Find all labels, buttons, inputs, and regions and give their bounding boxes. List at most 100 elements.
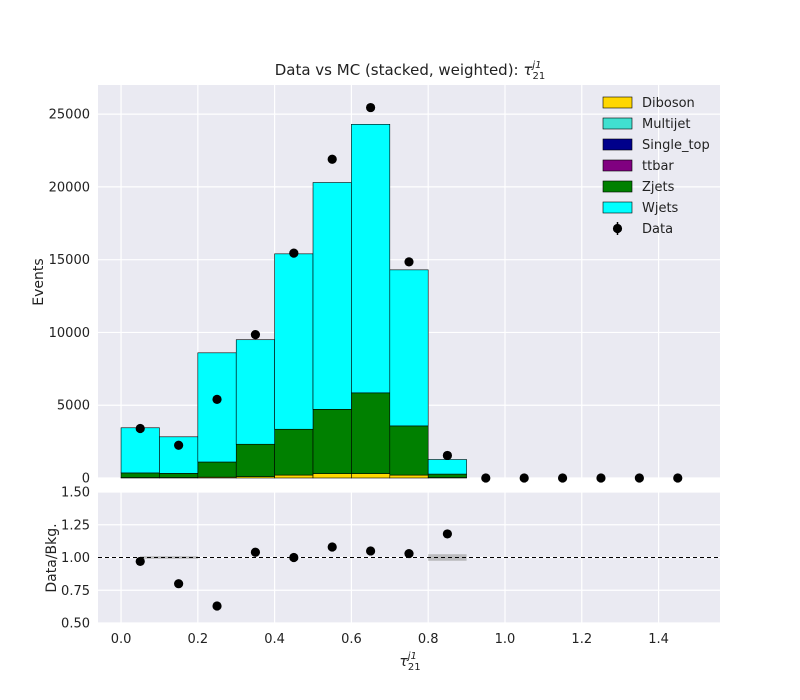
main-y-tick-label: 5000 — [57, 399, 90, 414]
chart-title-math: τ — [523, 61, 533, 79]
data-point — [289, 248, 299, 258]
bar-series-zjets — [120, 392, 467, 478]
x-axis-label-sup: j1 — [406, 651, 417, 662]
ratio-point — [212, 601, 222, 611]
ratio-y-tick-label: 0.50 — [61, 617, 90, 632]
data-point — [135, 423, 145, 434]
data-point — [442, 450, 452, 461]
ratio-point — [289, 552, 299, 563]
ratio-y-tick-label: 0.75 — [61, 584, 90, 599]
ratio-y-tick-label: 1.00 — [61, 551, 90, 566]
main-y-axis-label: Events — [31, 258, 47, 305]
bar-wjets — [120, 427, 160, 474]
legend-swatch-zjets — [602, 180, 633, 193]
bar-zjets — [159, 473, 199, 478]
data-point — [596, 473, 606, 483]
legend-swatch-single_top — [602, 138, 633, 151]
x-axis-label-sub: 21 — [408, 662, 421, 673]
legend-marker-data — [612, 223, 623, 234]
legend-label-single_top: Single_top — [642, 138, 710, 153]
x-tick-label: 1.4 — [648, 632, 669, 647]
bar-wjets — [427, 459, 467, 475]
bar-zjets — [389, 425, 429, 476]
main-bars — [120, 124, 467, 479]
ratio-x-tick-labels: 0.0 0.2 0.4 0.6 0.8 1.0 1.2 1.4 — [111, 632, 669, 647]
ratio-point — [366, 546, 376, 556]
legend-swatch-wjets — [602, 201, 633, 214]
x-axis-label-math: τ — [399, 654, 408, 670]
main-y-tick-labels: 0 5000 10000 15000 20000 25000 — [49, 108, 90, 487]
ratio-panel: 0.50 0.75 1.00 1.25 1.50 0.0 0.2 0.4 0.6 0.8 1.0 1… — [44, 486, 720, 673]
ratio-point — [135, 556, 145, 567]
data-point — [174, 440, 184, 450]
data-point — [404, 257, 414, 267]
legend-label-data: Data — [642, 222, 673, 237]
bar-diboson — [351, 473, 391, 479]
ratio-y-tick-labels: 0.50 0.75 1.00 1.25 1.50 — [61, 486, 90, 632]
legend-swatch-diboson — [602, 96, 633, 109]
bar-wjets — [351, 124, 391, 394]
bar-zjets — [427, 473, 467, 478]
legend-label-wjets: Wjets — [642, 201, 679, 216]
legend-label-diboson: Diboson — [642, 96, 695, 111]
bar-wjets — [197, 352, 237, 463]
main-y-tick-label: 25000 — [49, 108, 90, 123]
ratio-point — [250, 547, 261, 557]
main-y-tick-label: 20000 — [49, 180, 90, 195]
legend-label-multijet: Multijet — [642, 117, 690, 132]
ratio-point — [404, 548, 414, 559]
data-point — [673, 473, 683, 483]
ratio-point — [442, 529, 452, 539]
legend-label-ttbar: ttbar — [642, 159, 674, 174]
bar-wjets — [312, 182, 352, 410]
data-point — [366, 102, 376, 113]
main-y-tick-label: 0 — [82, 472, 90, 487]
chart-title-math-sub: 21 — [533, 71, 546, 82]
main-y-tick-label: 15000 — [49, 253, 90, 268]
x-tick-label: 0.4 — [264, 632, 285, 647]
bar-zjets — [235, 443, 275, 477]
bar-zjets — [120, 472, 160, 478]
bar-wjets — [389, 269, 429, 427]
bar-wjets — [159, 436, 199, 474]
legend-swatch-multijet — [602, 117, 633, 130]
chart-title-math-sup: j1 — [530, 60, 541, 71]
data-point — [481, 473, 491, 483]
data-point — [519, 473, 529, 483]
main-panel: 0 5000 10000 15000 20000 25000 Events — [31, 85, 720, 487]
ratio-uncertainty-band — [428, 554, 467, 561]
x-tick-label: 0.6 — [341, 632, 362, 647]
data-point — [327, 154, 337, 164]
data-point — [557, 473, 568, 483]
ratio-y-axis-label: Data/Bkg. — [44, 523, 60, 592]
ratio-point — [327, 542, 337, 552]
main-data-points — [135, 102, 683, 483]
x-tick-label: 1.2 — [571, 632, 592, 647]
bar-wjets — [274, 253, 314, 430]
x-tick-label: 0.2 — [187, 632, 208, 647]
x-tick-label: 0.8 — [418, 632, 439, 647]
x-tick-label: 0.0 — [111, 632, 132, 647]
chart-title: Data vs MC (stacked, weighted): τj1 21 — [275, 60, 546, 82]
bar-diboson — [274, 474, 314, 479]
bar-zjets — [274, 428, 314, 476]
bar-diboson — [389, 474, 429, 479]
bar-series-wjets — [120, 124, 467, 475]
legend-label-zjets: Zjets — [642, 180, 675, 195]
chart-title-text: Data vs MC (stacked, weighted): — [275, 61, 524, 79]
ratio-points — [135, 529, 452, 611]
bar-zjets — [351, 392, 391, 474]
ratio-y-tick-label: 1.50 — [61, 486, 90, 501]
ratio-x-axis-label: τj1 21 — [399, 651, 420, 673]
ratio-y-tick-label: 1.25 — [61, 518, 90, 533]
legend-swatch-ttbar — [602, 159, 633, 172]
bar-zjets — [197, 461, 237, 478]
data-point — [212, 394, 222, 404]
data-point — [634, 473, 644, 483]
bar-wjets — [235, 339, 275, 445]
bar-diboson — [312, 473, 352, 479]
data-point — [250, 330, 261, 340]
ratio-point — [174, 579, 184, 589]
